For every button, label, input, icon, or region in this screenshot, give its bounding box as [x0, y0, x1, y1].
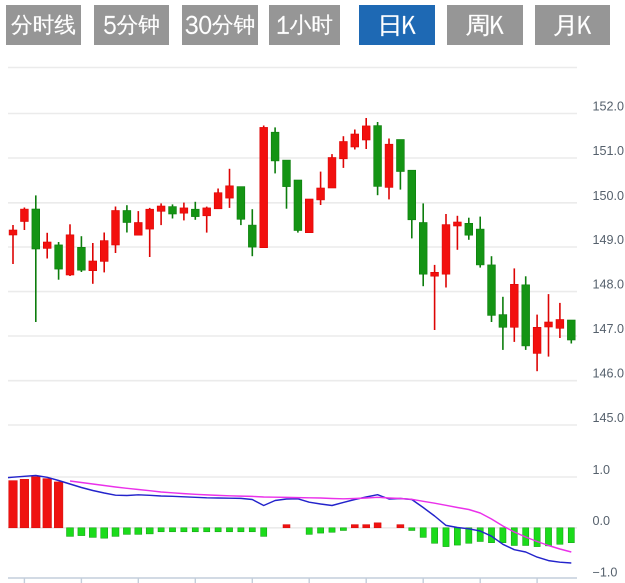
svg-text:149.0: 149.0	[593, 233, 625, 247]
svg-text:151.0: 151.0	[593, 144, 625, 158]
svg-text:1.0: 1.0	[593, 463, 611, 477]
svg-text:148.0: 148.0	[593, 278, 625, 292]
svg-text:145.0: 145.0	[593, 411, 625, 425]
svg-text:0.0: 0.0	[593, 514, 611, 528]
svg-text:146.0: 146.0	[593, 367, 625, 381]
svg-text:−1.0: −1.0	[593, 565, 618, 579]
svg-text:150.0: 150.0	[593, 189, 625, 203]
svg-text:147.0: 147.0	[593, 322, 625, 336]
svg-text:152.0: 152.0	[593, 100, 625, 114]
